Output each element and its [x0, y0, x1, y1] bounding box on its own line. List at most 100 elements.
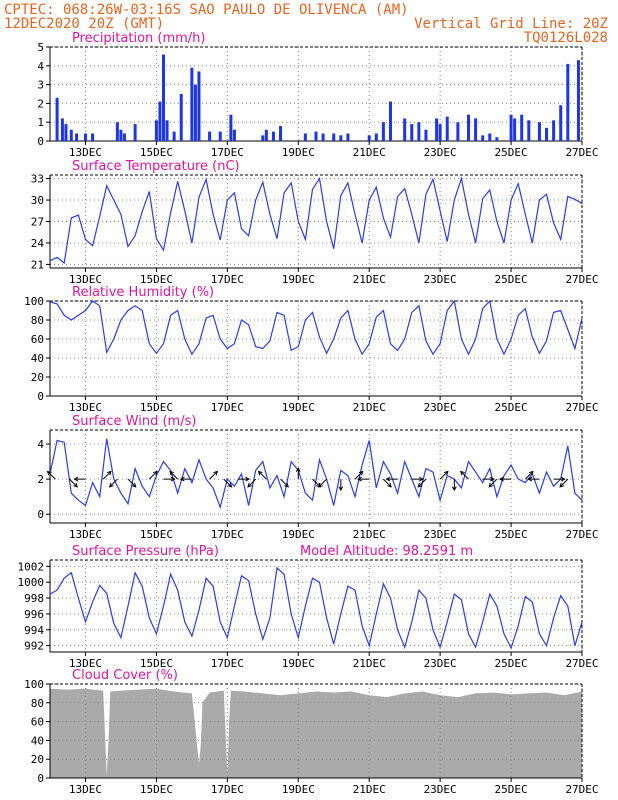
wind-arrow-head [257, 470, 263, 476]
wind-arrow [127, 478, 137, 488]
wind-arrow [148, 470, 158, 480]
x-tick-label: 13DEC [69, 401, 102, 414]
precip-bar [179, 94, 183, 141]
panel-title: Cloud Cover (%) [72, 668, 178, 683]
x-tick-label: 17DEC [211, 401, 244, 414]
wind-arrow [209, 470, 219, 480]
wind-arrow-head [170, 476, 176, 482]
wind-arrow-head [419, 476, 424, 482]
cloud-cover-area [50, 688, 582, 778]
precip-bar [119, 129, 123, 141]
precip-bar [172, 131, 176, 141]
y-tick-label: 20 [31, 371, 44, 384]
wind-arrow-shaft [439, 471, 449, 480]
y-tick-label: 0 [37, 508, 44, 521]
y-tick-label: 1 [37, 116, 44, 129]
panel-1: Precipitation (mm/h) 13DEC 15DEC 17DEC 19DEC… [37, 31, 598, 159]
y-tick-label: 1002 [18, 560, 45, 573]
wind-arrow-shaft [148, 471, 158, 480]
precip-bar [232, 129, 236, 141]
x-tick-label: 27DEC [565, 273, 598, 286]
precip-bar [438, 124, 442, 141]
precip-bar [55, 97, 59, 141]
x-tick-label: 17DEC [211, 657, 244, 670]
x-tick-label: 21DEC [353, 783, 386, 796]
wind-arrow-shaft [354, 471, 364, 480]
wind-arrow [223, 478, 233, 488]
header-model-code: TQ0126L028 [524, 30, 608, 46]
precip-bar [60, 118, 64, 141]
x-tick-label: 27DEC [565, 401, 598, 414]
wind-arrow-head [560, 476, 566, 482]
precip-bar [374, 133, 378, 141]
precip-bar [271, 131, 275, 141]
wind-arrow-shaft [102, 471, 112, 480]
wind-arrow [499, 476, 512, 482]
y-tick-label: 20 [31, 753, 44, 766]
y-tick-label: 992 [24, 640, 44, 653]
wind-arrow-shaft [47, 471, 56, 480]
x-tick-label: 15DEC [140, 146, 173, 159]
x-tick-label: 27DEC [565, 146, 598, 159]
wind-arrow-head [106, 470, 112, 476]
x-tick-label: 13DEC [69, 146, 102, 159]
y-tick-label: 24 [31, 237, 45, 250]
x-tick-label: 27DEC [565, 657, 598, 670]
panel-2: Surface Temperature (nC) 13DEC 15DEC 17DEC 1… [31, 159, 599, 286]
header-grid-line: Vertical Grid Line: 20Z [414, 16, 608, 32]
wind-arrow-head [245, 476, 251, 482]
wind-arrow [439, 470, 449, 480]
precip-bar [509, 114, 513, 141]
precip-bar [456, 122, 460, 141]
precip-bar [165, 120, 169, 141]
panels: Precipitation (mm/h) 13DEC 15DEC 17DEC 19DEC… [18, 31, 599, 796]
wind-arrow [102, 470, 112, 480]
wind-arrow-shaft [318, 478, 327, 488]
precip-bar [388, 101, 392, 141]
wind-arrow [383, 478, 392, 488]
precip-bar [488, 133, 492, 141]
precip-bar [537, 122, 541, 141]
precip-bar [314, 131, 318, 141]
x-tick-label: 25DEC [495, 783, 528, 796]
y-tick-label: 0 [37, 772, 44, 785]
y-tick-label: 80 [31, 697, 44, 710]
panel-title: Precipitation (mm/h) [72, 31, 205, 46]
x-tick-label: 21DEC [353, 146, 386, 159]
wind-arrow [488, 478, 498, 488]
wind-arrow-shaft [280, 478, 289, 488]
x-tick-label: 13DEC [69, 528, 102, 541]
precip-bar [133, 124, 137, 141]
precip-bar [190, 67, 194, 141]
wind-arrow-head [357, 476, 362, 482]
precip-bar [83, 133, 87, 141]
precip-bar [64, 124, 68, 141]
x-tick-label: 19DEC [282, 657, 315, 670]
y-tick-label: 100 [24, 678, 44, 691]
wind-arrow [257, 470, 267, 480]
wind-arrow [46, 470, 56, 480]
y-tick-label: 60 [31, 333, 44, 346]
x-tick-label: 25DEC [495, 146, 528, 159]
wind-arrow-shaft [460, 471, 469, 480]
header-date: 12DEC2020 20Z (GMT) [4, 16, 164, 32]
x-tick-label: 23DEC [424, 783, 457, 796]
wind-arrow-head [387, 482, 392, 488]
x-tick-label: 19DEC [282, 528, 315, 541]
y-tick-label: 0 [37, 390, 44, 403]
y-tick-label: 2 [37, 97, 44, 110]
x-tick-label: 21DEC [353, 401, 386, 414]
precip-bar [346, 133, 350, 141]
precip-bar [279, 125, 283, 141]
wind-arrow-shaft [559, 478, 569, 488]
wind-arrow [357, 476, 370, 482]
x-tick-label: 21DEC [353, 528, 386, 541]
wind-arrow-shaft [209, 471, 218, 480]
y-tick-label: 5 [37, 41, 44, 54]
x-tick-label: 17DEC [211, 273, 244, 286]
precip-bar [229, 114, 233, 141]
x-tick-label: 25DEC [495, 657, 528, 670]
panel-6: Cloud Cover (%) 13DEC 15DEC 17DEC 19DEC 21DEC… [24, 668, 598, 796]
precip-bar [218, 131, 222, 141]
wind-arrow-shaft [258, 471, 267, 480]
